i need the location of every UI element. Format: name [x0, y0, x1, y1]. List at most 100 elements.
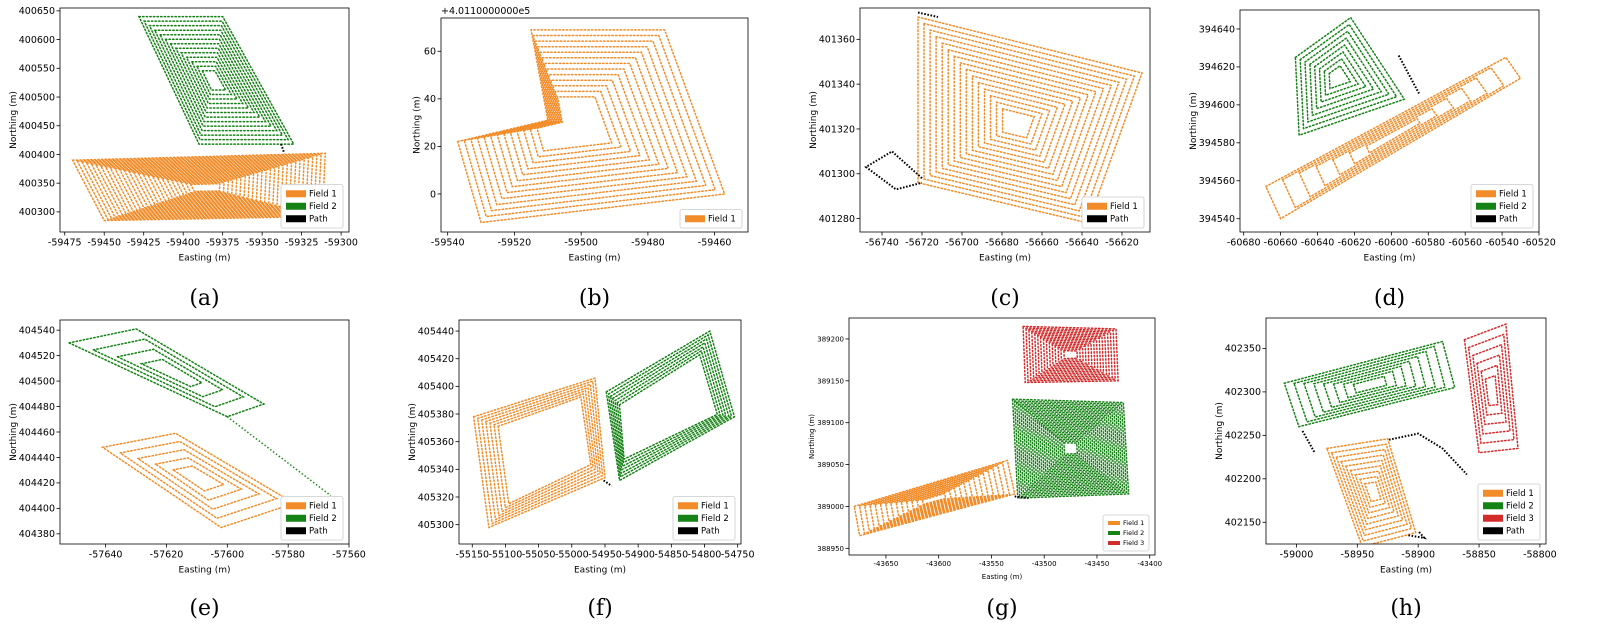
x-tick-label: -59375: [206, 238, 240, 249]
x-tick-label: -58850: [1462, 550, 1496, 561]
plot-frame: [848, 317, 1156, 556]
legend: Field 1 Path: [1081, 196, 1145, 229]
series-field-1-pass: [995, 101, 1043, 145]
x-tick-label: -59000: [1280, 550, 1314, 561]
legend-label: Path: [701, 527, 720, 537]
y-tick-label: 401300: [819, 169, 855, 180]
y-tick-label: 0: [430, 189, 436, 200]
legend-label: Field 1: [1506, 489, 1534, 499]
legend-label: Field 3: [1123, 539, 1144, 547]
y-tick-label: 388950: [817, 545, 844, 553]
panel-f: -55150 -55100 -55050 -55000 -54950 -54900 -548…: [408, 319, 755, 621]
data-layer-d: [1264, 16, 1522, 220]
y-tick-label: 400600: [19, 35, 55, 46]
x-tick-label: -59400: [166, 238, 200, 249]
series-field-2-pass: [1042, 424, 1099, 473]
series-field-2-pass: [1046, 428, 1095, 469]
y-tick-label: 401320: [819, 124, 855, 135]
data-layer-b: [456, 29, 726, 224]
plot-frame: [859, 7, 1151, 233]
series-path: [1397, 55, 1420, 94]
x-tick-label: -43650: [874, 560, 899, 568]
x-axis-label: Easting (m): [979, 254, 1031, 264]
legend-label: Field 1: [708, 215, 736, 225]
series-field-2-pass: [1038, 421, 1103, 476]
y-tick-label: 400350: [19, 179, 55, 190]
series-field-2-pass: [1303, 350, 1437, 418]
x-tick-label: -59475: [48, 238, 82, 249]
x-tick-label: -59460: [698, 238, 732, 249]
y-tick-label: 402350: [1225, 344, 1261, 355]
y-tick-label: 401360: [819, 35, 855, 46]
series-field-2-pass: [1054, 435, 1087, 462]
x-tick-label: -60680: [1227, 238, 1261, 249]
y-tick-label: 405360: [418, 437, 454, 448]
x-axis-label: Easting (m): [179, 254, 231, 264]
panel-d: -60680 -60660 -60640 -60620 -60600 -60580 -605…: [1189, 9, 1556, 311]
series-field-2-pass: [169, 42, 261, 118]
series-field-2-pass: [1048, 429, 1093, 468]
series-field-2-pass: [607, 333, 733, 478]
y-tick-label: 404380: [19, 529, 55, 540]
x-tick-label: -60540: [1485, 238, 1519, 249]
y-tick-label: 20: [424, 142, 436, 153]
series-field-1-pass: [890, 477, 979, 520]
y-tick-label: 404520: [19, 351, 55, 362]
series-field-1-pass: [146, 171, 259, 203]
series-field-2-pass: [66, 328, 266, 418]
series-field-2-pass: [1050, 431, 1091, 466]
panel-e: -57640 -57620 -57600 -57580 -57560 404380 4044…: [9, 319, 366, 621]
series-field-2-pass: [1293, 345, 1446, 423]
series-field-2-pass: [611, 341, 727, 471]
series-field-2-pass: [153, 29, 278, 132]
data-layer-c: [864, 11, 1143, 224]
y-tick-label: 404440: [19, 453, 55, 464]
series-field-2-pass: [1017, 403, 1124, 494]
x-axis-label: Easting (m): [179, 566, 231, 576]
series-field-2-pass: [1015, 401, 1126, 496]
series-path: [1408, 530, 1427, 540]
x-tick-label: -54900: [621, 550, 655, 561]
series-field-1-pass: [853, 459, 1016, 537]
series-path: [1388, 432, 1468, 476]
y-axis-label: Northing (m): [408, 403, 418, 461]
series-field-1-pass: [179, 180, 230, 195]
legend-swatch: [1483, 514, 1503, 522]
legend: Field 1 Field 2 Field 3: [1102, 514, 1150, 552]
legend-swatch: [1476, 190, 1496, 198]
series-field-2-pass: [148, 24, 284, 136]
panel-caption: (c): [990, 286, 1020, 311]
series-field-1-pass: [123, 165, 280, 209]
panel-caption: (a): [189, 286, 219, 311]
y-tick-label: 405440: [418, 326, 454, 337]
series-field-2-pass: [1059, 438, 1083, 459]
y-tick-label: 402150: [1225, 518, 1261, 529]
series-field-1-pass: [971, 75, 1074, 170]
plot-frame: [458, 319, 742, 545]
series-field-2-pass: [609, 337, 730, 475]
legend-label: Field 2: [1506, 502, 1534, 512]
series-field-1-pass: [935, 35, 1120, 206]
legend-swatch: [286, 502, 306, 510]
legend-swatch: [1483, 527, 1503, 535]
x-tick-label: -60600: [1375, 238, 1409, 249]
x-tick-label: -43600: [926, 560, 951, 568]
panel-caption: (g): [986, 596, 1017, 621]
series-field-2-pass: [1332, 365, 1407, 404]
series-field-1-pass: [947, 48, 1105, 194]
plot-frame: [59, 7, 350, 233]
data-layer-f: [472, 329, 736, 529]
y-tick-label: 40: [424, 94, 436, 105]
series-field-1-pass: [132, 168, 272, 207]
series-field-3-pass: [1022, 325, 1119, 384]
series-field-2-pass: [201, 70, 227, 91]
series-field-1-pass: [496, 62, 670, 188]
series-field-2-pass: [618, 353, 719, 461]
panel-h: -59000 -58950 -58900 -58850 -58800 402150 4022…: [1215, 317, 1557, 621]
series-field-1-pass: [1348, 107, 1438, 165]
series-field-1-pass: [916, 489, 952, 508]
x-tick-label: -59425: [127, 238, 161, 249]
x-tick-label: -60580: [1411, 238, 1445, 249]
series-field-2-pass: [1294, 16, 1406, 137]
x-tick-label: -57640: [89, 550, 123, 561]
